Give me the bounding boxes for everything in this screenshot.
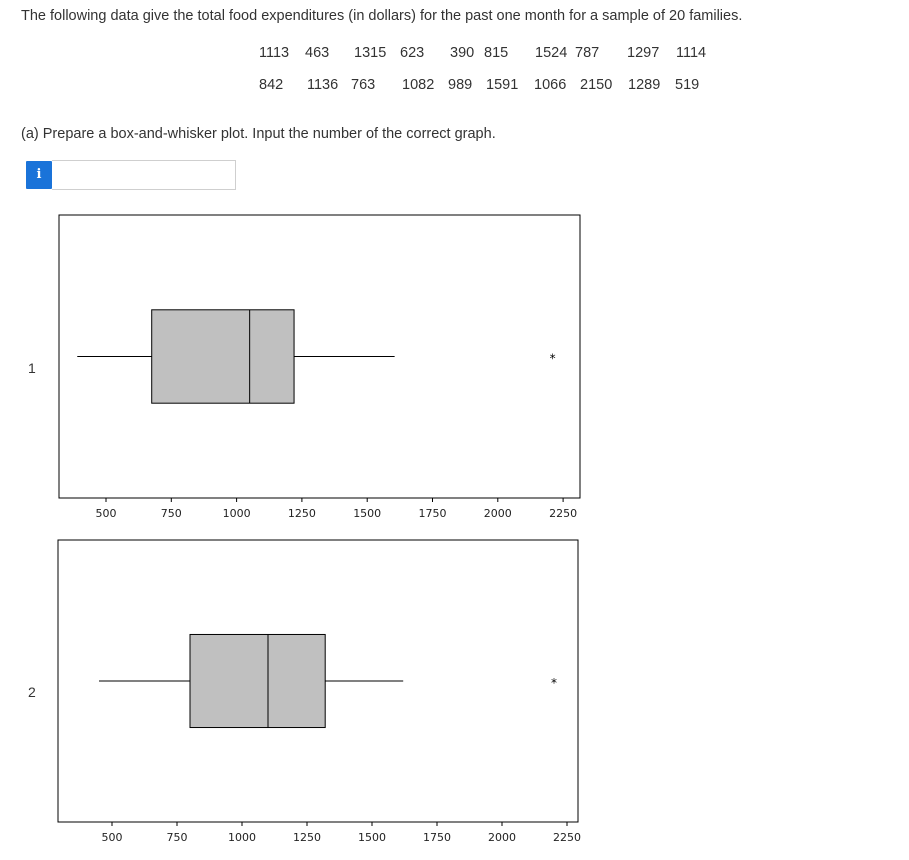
x-tick-label: 2250 (553, 831, 581, 844)
x-tick-label: 500 (102, 831, 123, 844)
x-tick-label: 1250 (288, 507, 316, 520)
data-value: 2150 (580, 77, 613, 93)
iqr-box (151, 309, 295, 404)
data-value: 1524 (535, 45, 568, 61)
part-a-instruction: (a) Prepare a box-and-whisker plot. Inpu… (21, 126, 496, 142)
data-value: 989 (448, 77, 473, 93)
data-value: 842 (259, 77, 284, 93)
data-value: 1591 (486, 77, 519, 93)
x-tick-label: 2000 (484, 507, 512, 520)
graph-number-input[interactable] (52, 160, 236, 190)
x-tick-label: 750 (161, 507, 182, 520)
box-plot-1: * 500 750 1000 1250 1500 1750 2000 2250 (58, 214, 581, 520)
question-prompt: The following data give the total food e… (21, 8, 743, 24)
iqr-box (189, 633, 326, 729)
x-tick-label: 1000 (228, 831, 256, 844)
data-value: 1136 (307, 77, 339, 93)
x-tick-label: 1750 (419, 507, 447, 520)
data-value: 763 (351, 77, 376, 93)
x-tick-label: 2250 (549, 507, 577, 520)
outlier-marker: * (551, 676, 557, 690)
x-tick-label: 500 (96, 507, 117, 520)
data-value: 1289 (628, 77, 661, 93)
box-plot-2: * 500 750 1000 1250 1500 1750 2000 2250 (57, 539, 581, 844)
data-value: 815 (484, 45, 509, 61)
data-value: 1297 (627, 45, 660, 61)
data-value: 1082 (402, 77, 435, 93)
x-tick-label: 1500 (358, 831, 386, 844)
x-tick-label: 1250 (293, 831, 321, 844)
x-tick-label: 1750 (423, 831, 451, 844)
info-icon[interactable]: i (26, 161, 52, 189)
outlier-marker: * (550, 352, 556, 366)
data-value: 390 (450, 45, 475, 61)
data-value: 623 (400, 45, 425, 61)
data-value: 463 (305, 45, 330, 61)
graph-number-label-1: 1 (28, 360, 36, 376)
data-value: 1066 (534, 77, 567, 93)
data-value: 519 (675, 77, 700, 93)
data-value: 1315 (354, 45, 387, 61)
data-value: 1114 (676, 45, 707, 61)
x-tick-label: 2000 (488, 831, 516, 844)
x-tick-label: 1500 (353, 507, 381, 520)
x-tick-label: 1000 (223, 507, 251, 520)
data-value: 787 (575, 45, 600, 61)
graph-number-label-2: 2 (28, 684, 36, 700)
data-value: 1113 (259, 45, 290, 61)
x-tick-label: 750 (167, 831, 188, 844)
